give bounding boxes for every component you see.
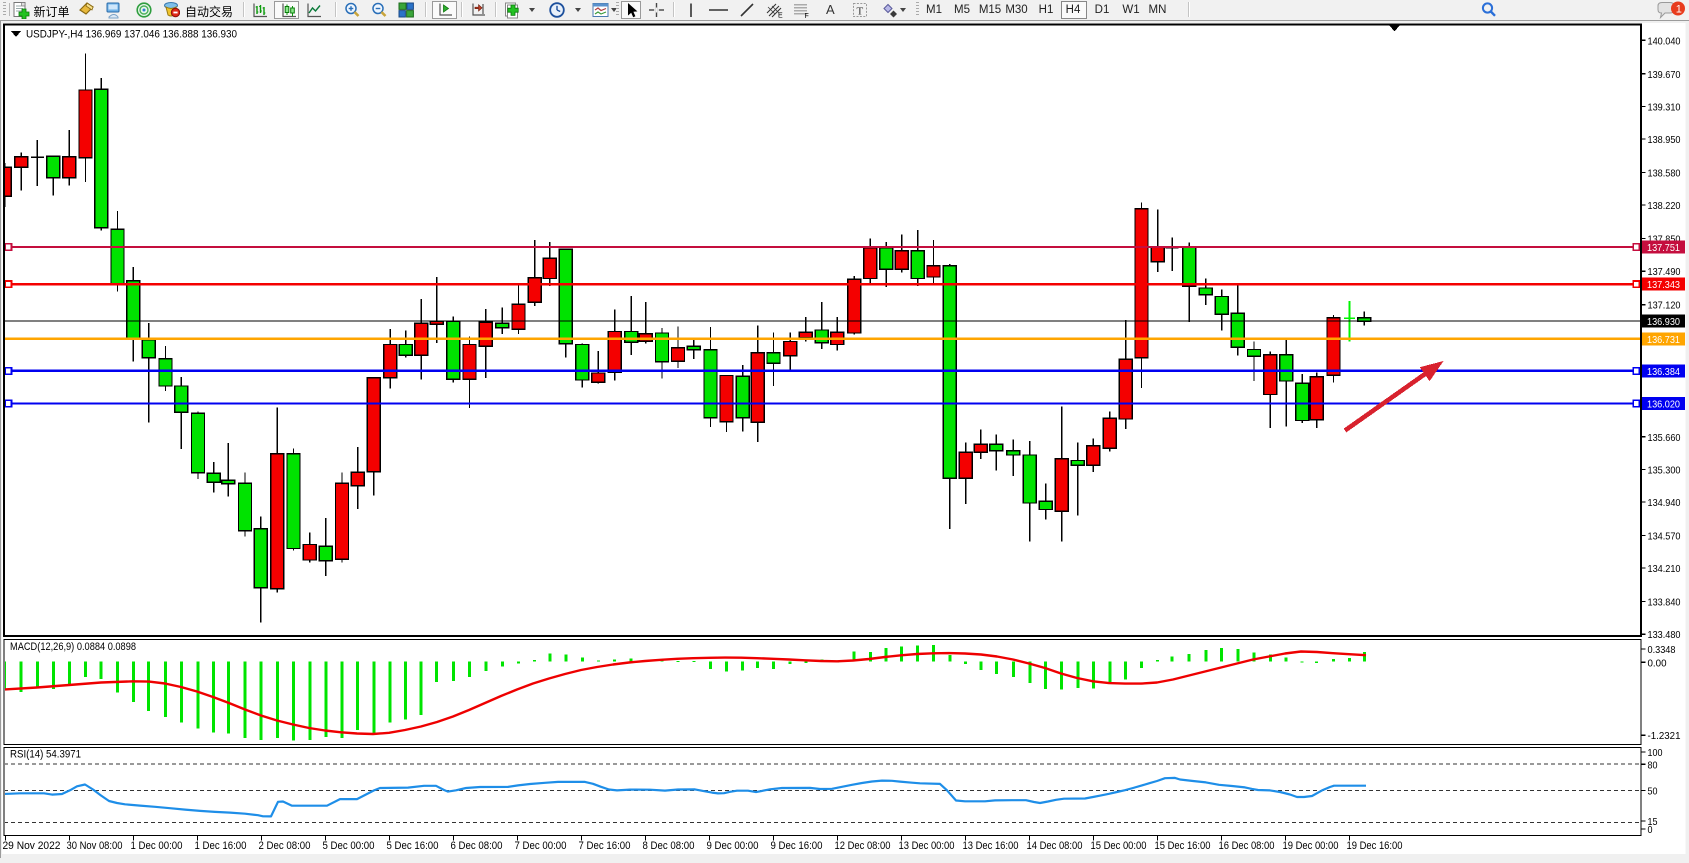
- svg-text:137.490: 137.490: [1648, 266, 1681, 278]
- svg-text:7 Dec 16:00: 7 Dec 16:00: [579, 840, 631, 852]
- svg-text:MACD(12,26,9) 0.0884 0.0898: MACD(12,26,9) 0.0884 0.0898: [10, 641, 136, 653]
- svg-text:9 Dec 16:00: 9 Dec 16:00: [771, 840, 823, 852]
- svg-text:0.3348: 0.3348: [1648, 644, 1676, 656]
- svg-text:134.940: 134.940: [1648, 497, 1681, 509]
- svg-text:E: E: [778, 12, 783, 19]
- svg-text:133.840: 133.840: [1648, 597, 1681, 609]
- svg-text:136.020: 136.020: [1647, 399, 1680, 411]
- svg-text:6 Dec 08:00: 6 Dec 08:00: [451, 840, 503, 852]
- svg-text:50: 50: [1648, 786, 1658, 798]
- svg-text:19 Dec 16:00: 19 Dec 16:00: [1347, 840, 1403, 852]
- svg-text:80: 80: [1648, 759, 1658, 771]
- svg-text:135.660: 135.660: [1648, 432, 1681, 444]
- svg-text:12 Dec 08:00: 12 Dec 08:00: [835, 840, 891, 852]
- svg-text:134.210: 134.210: [1648, 563, 1681, 575]
- svg-text:16 Dec 08:00: 16 Dec 08:00: [1219, 840, 1275, 852]
- svg-text:136.384: 136.384: [1647, 366, 1680, 378]
- svg-text:137.751: 137.751: [1647, 242, 1680, 254]
- svg-text:100: 100: [1648, 747, 1663, 759]
- svg-text:136.731: 136.731: [1647, 334, 1680, 346]
- svg-text:138.950: 138.950: [1648, 134, 1681, 146]
- svg-text:1: 1: [1676, 4, 1682, 16]
- svg-text:138.220: 138.220: [1648, 200, 1681, 212]
- svg-text:13 Dec 00:00: 13 Dec 00:00: [899, 840, 955, 852]
- svg-text:RSI(14) 54.3971: RSI(14) 54.3971: [10, 749, 81, 761]
- svg-text:9 Dec 00:00: 9 Dec 00:00: [707, 840, 759, 852]
- svg-text:138.580: 138.580: [1648, 168, 1681, 180]
- svg-text:14 Dec 08:00: 14 Dec 08:00: [1027, 840, 1083, 852]
- svg-text:135.300: 135.300: [1648, 464, 1681, 476]
- svg-text:15 Dec 16:00: 15 Dec 16:00: [1155, 840, 1211, 852]
- svg-text:-1.2321: -1.2321: [1648, 730, 1681, 742]
- svg-text:137.343: 137.343: [1647, 279, 1680, 291]
- svg-text:0.00: 0.00: [1648, 657, 1667, 669]
- svg-text:137.120: 137.120: [1648, 300, 1681, 312]
- svg-text:140.040: 140.040: [1648, 35, 1681, 47]
- svg-text:7 Dec 00:00: 7 Dec 00:00: [515, 840, 567, 852]
- svg-text:139.670: 139.670: [1648, 69, 1681, 81]
- svg-text:2 Dec 08:00: 2 Dec 08:00: [259, 840, 311, 852]
- svg-text:19 Dec 00:00: 19 Dec 00:00: [1283, 840, 1339, 852]
- svg-text:29 Nov 2022: 29 Nov 2022: [3, 840, 61, 852]
- svg-text:134.570: 134.570: [1648, 531, 1681, 543]
- svg-text:1 Dec 16:00: 1 Dec 16:00: [195, 840, 247, 852]
- svg-text:5 Dec 16:00: 5 Dec 16:00: [387, 840, 439, 852]
- svg-text:15 Dec 00:00: 15 Dec 00:00: [1091, 840, 1147, 852]
- svg-text:T: T: [857, 5, 864, 17]
- svg-text:0: 0: [1648, 824, 1653, 836]
- svg-text:139.310: 139.310: [1648, 101, 1681, 113]
- svg-text:F: F: [805, 13, 809, 19]
- svg-text:136.930: 136.930: [1647, 316, 1680, 328]
- svg-text:133.480: 133.480: [1648, 629, 1681, 641]
- svg-text:13 Dec 16:00: 13 Dec 16:00: [963, 840, 1019, 852]
- svg-text:8 Dec 08:00: 8 Dec 08:00: [643, 840, 695, 852]
- svg-text:5 Dec 00:00: 5 Dec 00:00: [323, 840, 375, 852]
- svg-text:1 Dec 00:00: 1 Dec 00:00: [131, 840, 183, 852]
- svg-text:30 Nov 08:00: 30 Nov 08:00: [67, 840, 123, 852]
- svg-text:USDJPY-,H4 136.969 137.046 13: USDJPY-,H4 136.969 137.046 136.888 136.9…: [26, 29, 237, 41]
